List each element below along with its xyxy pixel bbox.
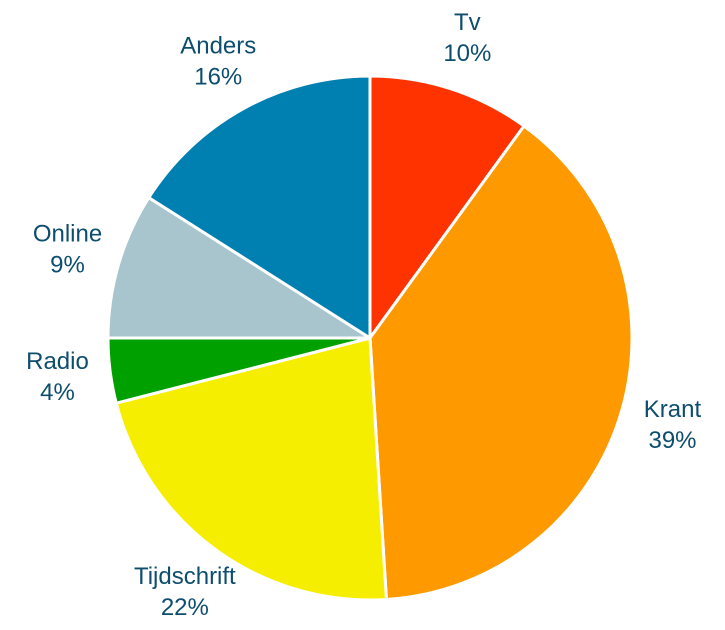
pie-slice [106, 196, 372, 340]
pie-slice [114, 336, 388, 602]
slice-value-label: 9% [50, 251, 85, 278]
slice-value-label: 22% [161, 594, 209, 621]
slice-value-label: 39% [648, 427, 696, 454]
slice-label: Krant [644, 396, 702, 423]
slice-label: Tijdschrift [134, 563, 236, 590]
slice-value-label: 16% [194, 63, 242, 90]
slice-label: Online [33, 220, 102, 247]
slice-label: Anders [180, 32, 256, 59]
slice-label: Tv [454, 9, 481, 36]
pie-slice [368, 124, 634, 601]
slice-label: Radio [26, 348, 89, 375]
pie-slice [368, 74, 526, 340]
slice-value-label: 4% [40, 379, 75, 406]
pie-slice [147, 74, 372, 340]
slice-value-label: 10% [443, 40, 491, 67]
